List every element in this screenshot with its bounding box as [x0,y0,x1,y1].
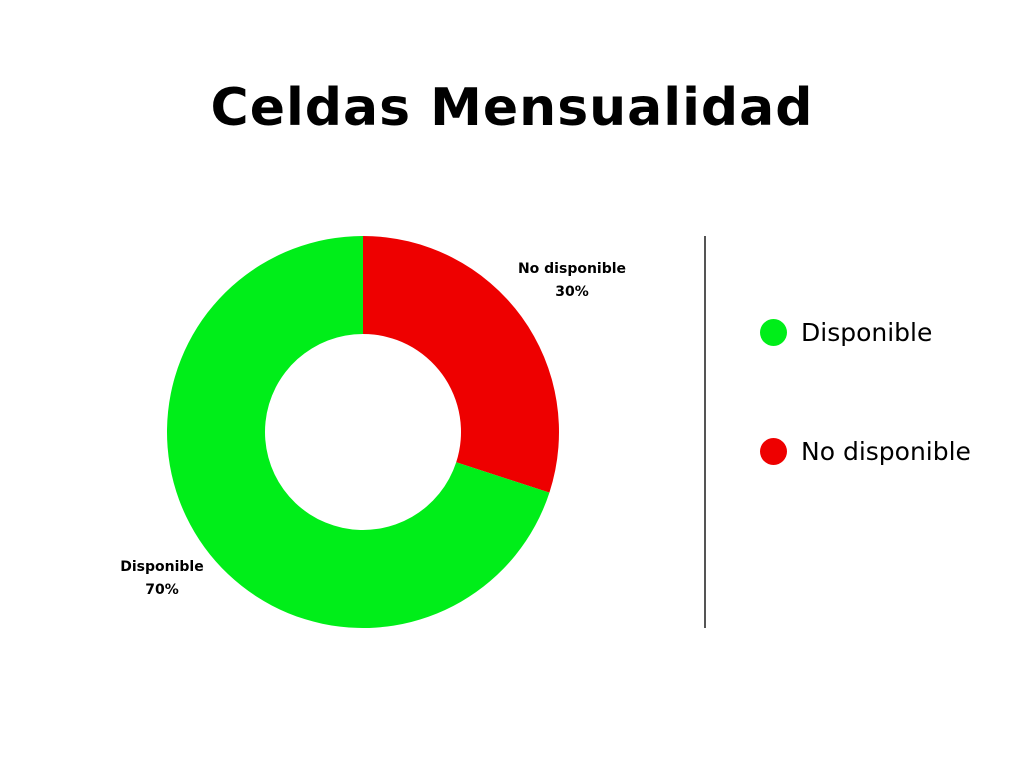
legend-swatch-disponible [760,318,787,346]
legend-item-no-disponible: No disponible [760,435,971,467]
legend-label: Disponible [801,317,933,347]
slice-label-name: No disponible [517,261,627,277]
slice-label-no-disponible: No disponible 30% [502,258,642,304]
slice-label-value: 70% [145,582,179,598]
slice-disponible [166,236,550,629]
slice-label-value: 30% [555,284,589,300]
legend-divider [704,236,706,628]
legend-item-disponible: Disponible [760,316,932,348]
chart-title: Celdas Mensualidad [210,78,814,138]
legend-label: No disponible [801,436,971,466]
slice-label-disponible: Disponible 70% [111,556,213,602]
legend-swatch-no-disponible [760,437,787,465]
slice-label-name: Disponible [120,559,204,575]
slice-no-disponible [363,236,559,493]
